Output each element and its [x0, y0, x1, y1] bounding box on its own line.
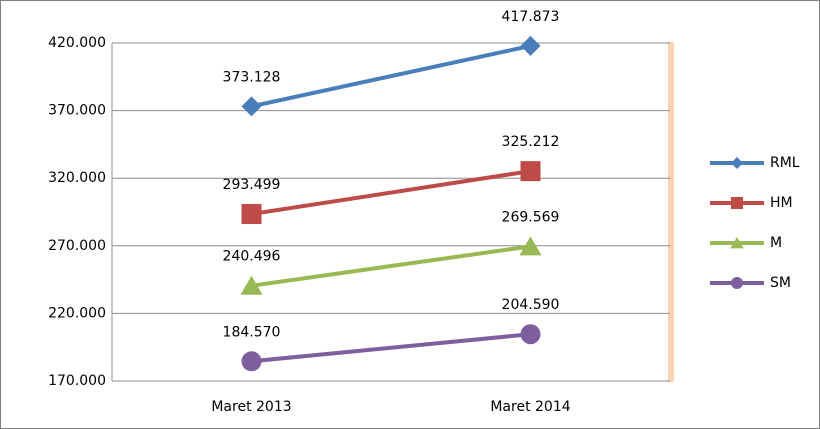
y-tick-label: 270.000 [48, 238, 106, 254]
y-tick-label: 220.000 [48, 305, 106, 321]
legend-marker [731, 197, 743, 209]
marker [519, 236, 542, 256]
data-label: 184.570 [223, 324, 281, 340]
legend-label: M [770, 235, 782, 251]
plot-shadow [668, 42, 674, 382]
marker [241, 204, 262, 225]
y-tick-label: 370.000 [48, 103, 106, 119]
legend-marker [731, 277, 743, 289]
data-label: 204.590 [502, 297, 560, 313]
legend-label: SM [770, 275, 791, 291]
series-line [251, 244, 531, 288]
data-label: 325.212 [502, 134, 560, 150]
y-tick-label: 420.000 [48, 35, 106, 51]
data-label: 269.569 [502, 209, 560, 225]
marker [520, 161, 541, 182]
legend-label: RML [770, 155, 800, 171]
legend-marker [731, 157, 743, 169]
x-tick-label: Maret 2013 [211, 399, 291, 415]
x-tick-label: Maret 2014 [490, 399, 570, 415]
marker [241, 96, 262, 117]
legend-marker [730, 237, 744, 249]
marker [520, 35, 541, 56]
data-label: 240.496 [223, 249, 281, 265]
y-tick-label: 170.000 [48, 373, 106, 389]
marker [240, 275, 263, 295]
marker [520, 324, 541, 345]
marker [241, 351, 262, 372]
data-label: 417.873 [502, 9, 560, 25]
y-tick-label: 320.000 [48, 170, 106, 186]
data-label: 373.128 [223, 69, 281, 85]
legend-label: HM [770, 195, 793, 211]
series-line [251, 169, 531, 217]
series-line [251, 43, 531, 109]
series-line [251, 332, 531, 364]
data-label: 293.499 [223, 177, 281, 193]
